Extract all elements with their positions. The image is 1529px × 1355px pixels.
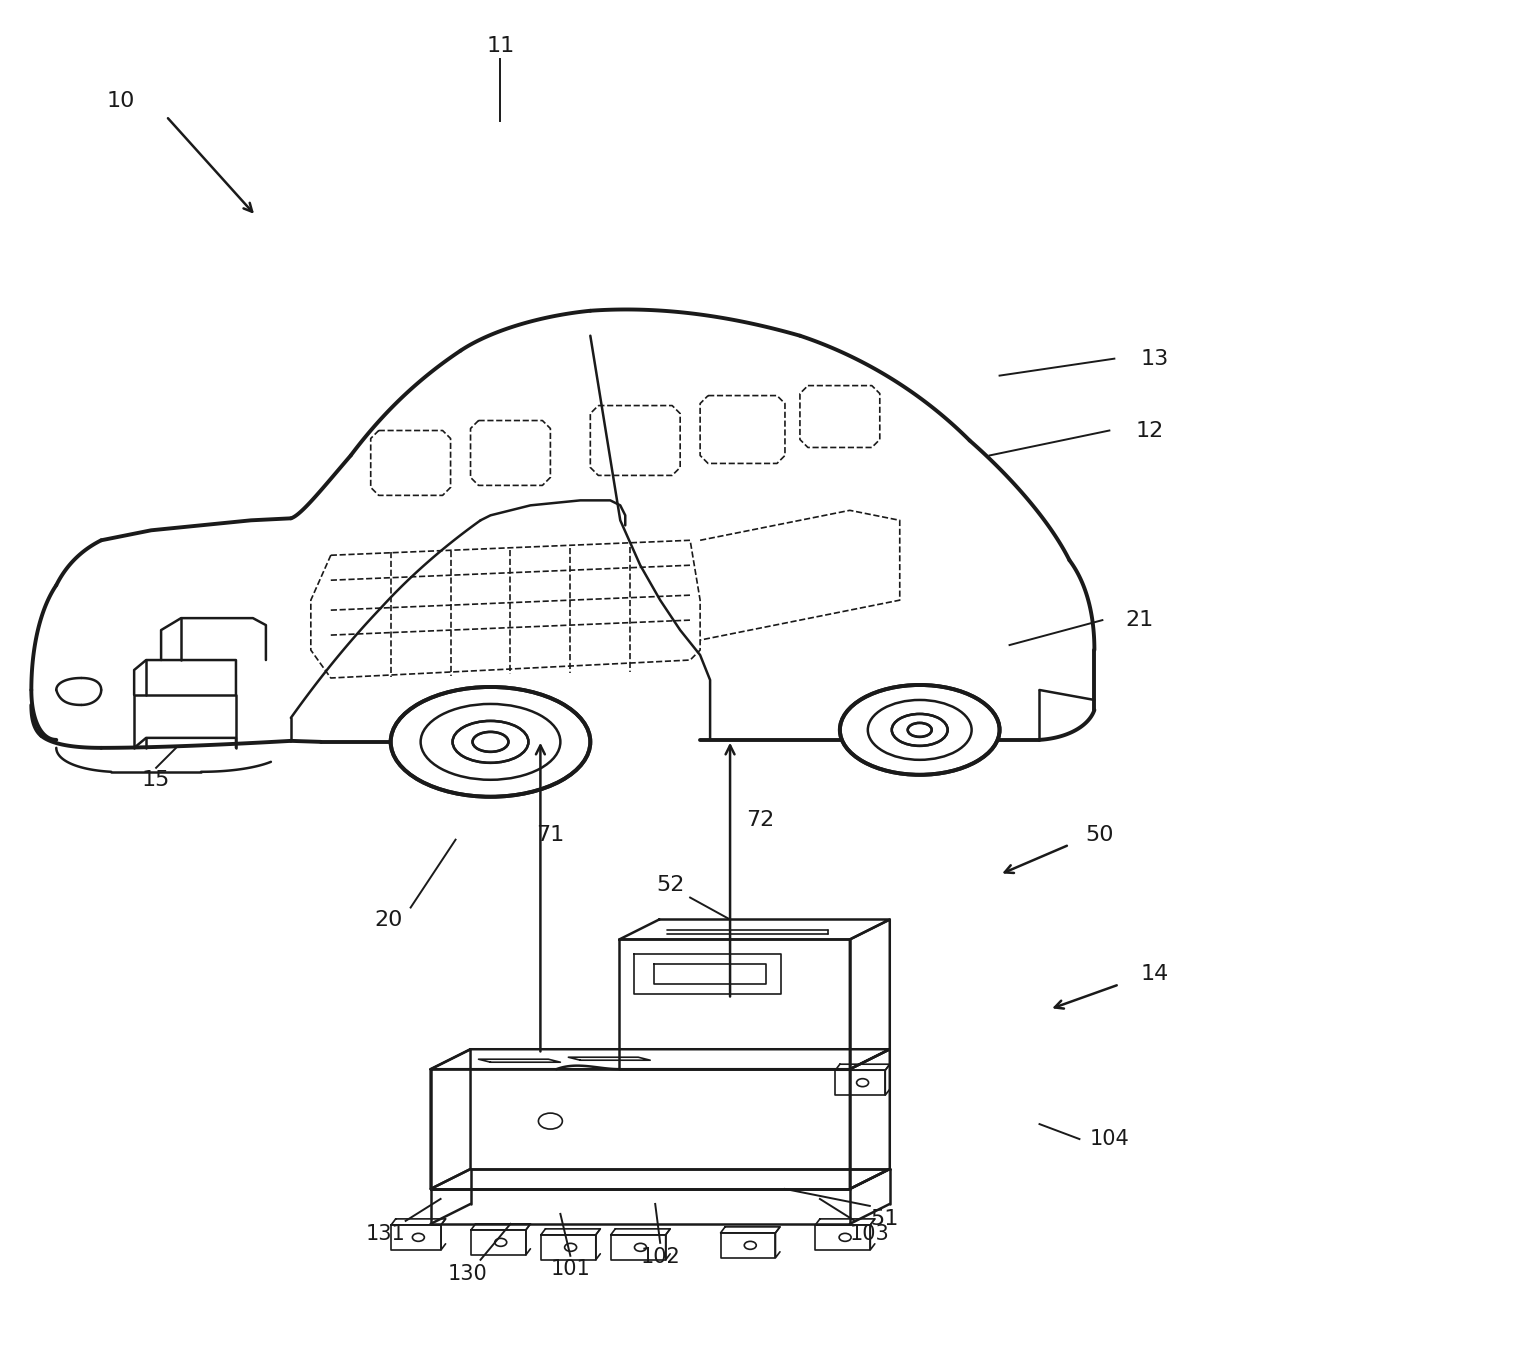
Text: 14: 14 [1141,965,1168,984]
Text: 101: 101 [550,1259,590,1279]
Ellipse shape [839,686,1000,775]
Text: 130: 130 [448,1264,488,1283]
Text: 50: 50 [1086,825,1113,844]
Text: 102: 102 [641,1247,680,1267]
Text: 15: 15 [142,770,170,790]
Text: 72: 72 [746,810,774,829]
Text: 20: 20 [375,909,402,930]
Text: 131: 131 [365,1224,405,1244]
Ellipse shape [472,732,509,752]
Ellipse shape [391,687,590,797]
Text: 52: 52 [656,874,685,894]
Text: 12: 12 [1135,420,1164,440]
Ellipse shape [453,721,529,763]
Text: 71: 71 [537,825,564,844]
Ellipse shape [891,714,948,745]
Text: 11: 11 [486,37,515,57]
Text: 21: 21 [1125,610,1153,630]
Text: 10: 10 [107,91,136,111]
Text: 13: 13 [1141,348,1168,369]
Text: 51: 51 [870,1209,899,1229]
Ellipse shape [908,724,931,737]
Text: 103: 103 [850,1224,890,1244]
Text: 104: 104 [1090,1129,1130,1149]
